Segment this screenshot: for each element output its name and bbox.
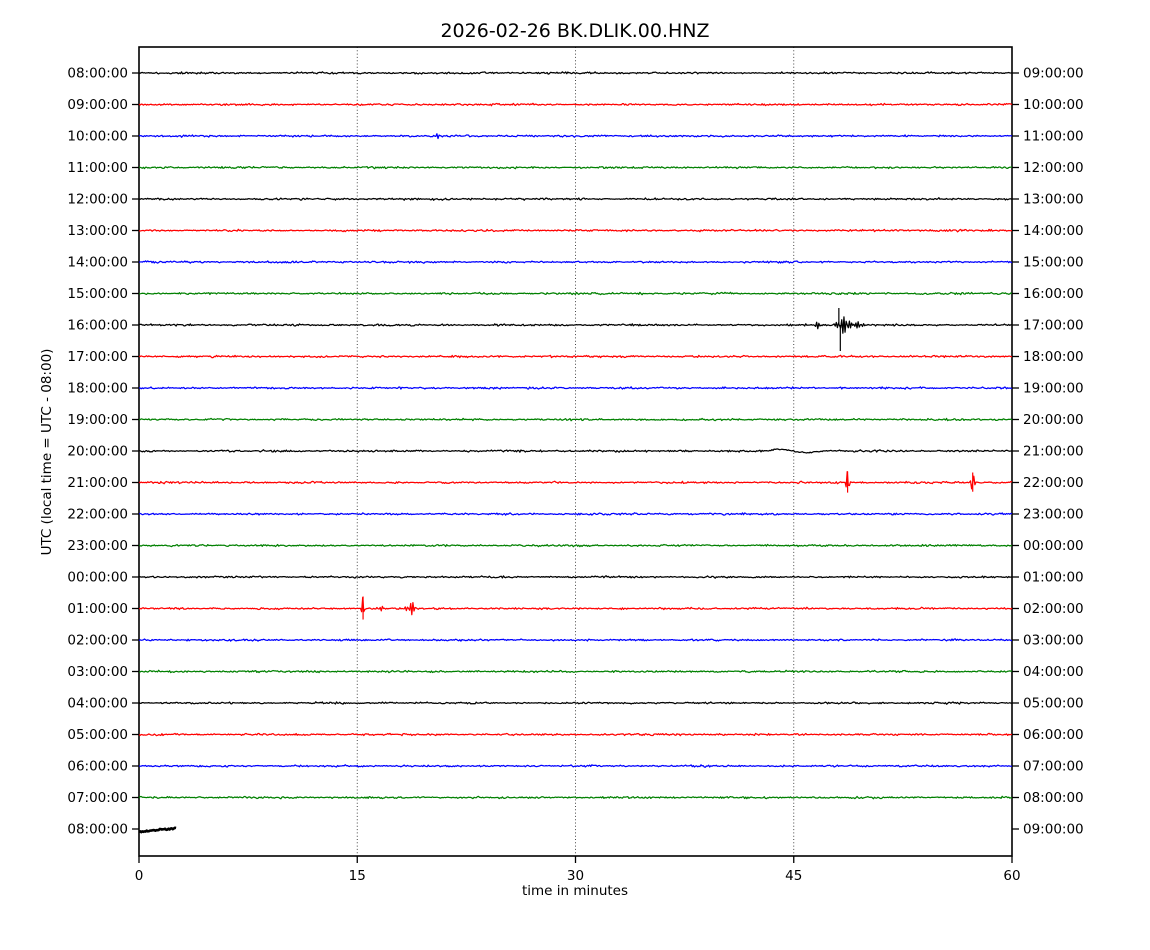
- trace-04:00:00: [138, 701, 1013, 705]
- end-time-label-20:00:00: 20:00:00: [1023, 412, 1084, 428]
- utc-time-label-04:00:00: 04:00:00: [67, 696, 128, 712]
- utc-time-label-23:00:00: 23:00:00: [67, 538, 128, 554]
- utc-time-label-08:00:00: 08:00:00: [67, 66, 128, 82]
- trace-05:00:00: [138, 732, 1013, 737]
- end-time-label-02:00:00: 02:00:00: [1023, 601, 1084, 617]
- utc-time-label-11:00:00: 11:00:00: [67, 160, 128, 176]
- x-tick-label-45: 45: [785, 868, 802, 884]
- end-time-label-14:00:00: 14:00:00: [1023, 223, 1084, 239]
- end-time-label-16:00:00: 16:00:00: [1023, 286, 1084, 302]
- trace-00:00:00: [138, 575, 1012, 579]
- x-tick-label-30: 30: [567, 868, 584, 884]
- trace-06:00:00: [138, 764, 1012, 768]
- trace-19:00:00: [138, 417, 1013, 422]
- end-time-label-10:00:00: 10:00:00: [1023, 97, 1084, 113]
- end-time-label-09:00:00: 09:00:00: [1023, 822, 1084, 838]
- trace-02:00:00: [138, 638, 1013, 642]
- end-time-label-05:00:00: 05:00:00: [1023, 696, 1084, 712]
- utc-time-label-18:00:00: 18:00:00: [67, 381, 128, 397]
- end-time-label-15:00:00: 15:00:00: [1023, 255, 1084, 271]
- trace-15:00:00: [138, 291, 1013, 296]
- end-time-label-06:00:00: 06:00:00: [1023, 727, 1084, 743]
- utc-time-label-05:00:00: 05:00:00: [67, 727, 128, 743]
- chart-title: 2026-02-26 BK.DLIK.00.HNZ: [440, 20, 710, 42]
- x-tick-label-15: 15: [349, 868, 366, 884]
- utc-time-label-17:00:00: 17:00:00: [67, 349, 128, 365]
- end-time-label-22:00:00: 22:00:00: [1023, 475, 1084, 491]
- utc-time-label-09:00:00: 09:00:00: [67, 97, 128, 113]
- end-time-label-13:00:00: 13:00:00: [1023, 192, 1084, 208]
- end-time-label-00:00:00: 00:00:00: [1023, 538, 1084, 554]
- trace-16:00:00: [138, 316, 1013, 334]
- end-time-label-11:00:00: 11:00:00: [1023, 129, 1084, 145]
- trace-14:00:00: [138, 260, 1013, 264]
- utc-time-label-03:00:00: 03:00:00: [67, 664, 128, 680]
- x-tick-label-0: 0: [135, 868, 144, 884]
- trace-01:00:00: [138, 596, 1013, 616]
- y-axis-label: UTC (local time = UTC - 08:00): [39, 348, 55, 556]
- end-time-label-03:00:00: 03:00:00: [1023, 633, 1084, 649]
- trace-10:00:00: [138, 133, 1013, 140]
- utc-time-label-10:00:00: 10:00:00: [67, 129, 128, 145]
- utc-time-label-22:00:00: 22:00:00: [67, 507, 128, 523]
- trace-12:00:00: [138, 197, 1013, 201]
- utc-time-label-12:00:00: 12:00:00: [67, 192, 128, 208]
- trace-09:00:00: [138, 102, 1013, 107]
- x-axis-label: time in minutes: [521, 883, 629, 899]
- utc-time-label-21:00:00: 21:00:00: [67, 475, 128, 491]
- end-time-label-12:00:00: 12:00:00: [1023, 160, 1084, 176]
- trace-08:00:00: [138, 71, 1013, 75]
- end-time-label-01:00:00: 01:00:00: [1023, 570, 1084, 586]
- utc-time-label-15:00:00: 15:00:00: [67, 286, 128, 302]
- utc-time-label-01:00:00: 01:00:00: [67, 601, 128, 617]
- trace-23:00:00: [138, 543, 1013, 548]
- end-time-label-18:00:00: 18:00:00: [1023, 349, 1084, 365]
- trace-20:00:00: [138, 448, 1013, 454]
- x-tick-label-60: 60: [1003, 868, 1020, 884]
- utc-time-label-20:00:00: 20:00:00: [67, 444, 128, 460]
- utc-time-label-02:00:00: 02:00:00: [67, 633, 128, 649]
- end-time-label-04:00:00: 04:00:00: [1023, 664, 1084, 680]
- end-time-label-17:00:00: 17:00:00: [1023, 318, 1084, 334]
- trace-21:00:00: [138, 470, 1013, 490]
- trace-11:00:00: [138, 165, 1013, 170]
- trace-17:00:00: [138, 354, 1013, 359]
- utc-time-label-00:00:00: 00:00:00: [67, 570, 128, 586]
- utc-time-label-08:00:00: 08:00:00: [67, 822, 128, 838]
- trace-03:00:00: [138, 669, 1013, 674]
- utc-time-label-07:00:00: 07:00:00: [67, 790, 128, 806]
- trace-18:00:00: [138, 386, 1013, 390]
- utc-time-label-06:00:00: 06:00:00: [67, 759, 128, 775]
- utc-time-label-13:00:00: 13:00:00: [67, 223, 128, 239]
- trace-22:00:00: [138, 512, 1013, 516]
- end-time-label-23:00:00: 23:00:00: [1023, 507, 1084, 523]
- trace-13:00:00: [138, 228, 1013, 233]
- end-time-label-21:00:00: 21:00:00: [1023, 444, 1084, 460]
- utc-time-label-19:00:00: 19:00:00: [67, 412, 128, 428]
- end-time-label-08:00:00: 08:00:00: [1023, 790, 1084, 806]
- utc-time-label-16:00:00: 16:00:00: [67, 318, 128, 334]
- trace-07:00:00: [138, 795, 1013, 800]
- utc-time-label-14:00:00: 14:00:00: [67, 255, 128, 271]
- end-time-label-09:00:00: 09:00:00: [1023, 66, 1084, 82]
- end-time-label-19:00:00: 19:00:00: [1023, 381, 1084, 397]
- trace-08:00:00: [138, 826, 177, 834]
- end-time-label-07:00:00: 07:00:00: [1023, 759, 1084, 775]
